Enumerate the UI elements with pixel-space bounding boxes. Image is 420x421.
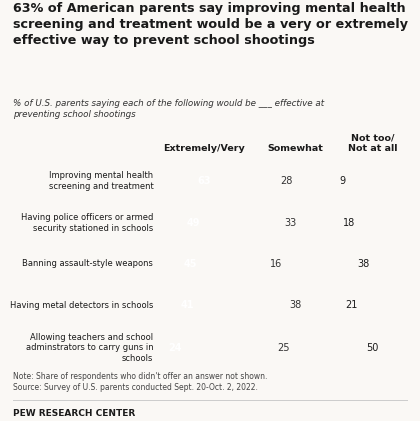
Text: Allowing teachers and school
adminstrators to carry guns in
schools: Allowing teachers and school adminstrato… <box>26 333 153 363</box>
Text: Improving mental health
screening and treatment: Improving mental health screening and tr… <box>49 171 153 191</box>
Text: 33: 33 <box>285 218 297 228</box>
Text: 9: 9 <box>339 176 346 186</box>
Text: Somewhat: Somewhat <box>267 144 323 153</box>
Text: Not too/
Not at all: Not too/ Not at all <box>348 133 397 153</box>
Text: 24: 24 <box>168 343 182 353</box>
Text: Having metal detectors in schools: Having metal detectors in schools <box>10 301 153 309</box>
Text: 28: 28 <box>280 176 293 186</box>
Text: % of U.S. parents saying each of the following would be ___ effective at
prevent: % of U.S. parents saying each of the fol… <box>13 99 324 119</box>
Text: 49: 49 <box>186 218 200 228</box>
Text: 45: 45 <box>184 259 197 269</box>
Text: 18: 18 <box>343 218 355 228</box>
Text: 63: 63 <box>197 176 210 186</box>
Text: Extremely/Very: Extremely/Very <box>163 144 244 153</box>
Text: 41: 41 <box>181 300 194 310</box>
Text: 25: 25 <box>278 343 290 353</box>
Text: Note: Share of respondents who didn't offer an answer not shown.
Source: Survey : Note: Share of respondents who didn't of… <box>13 372 267 392</box>
Text: 50: 50 <box>367 343 379 353</box>
Text: 63% of American parents say improving mental health
screening and treatment woul: 63% of American parents say improving me… <box>13 2 407 47</box>
Text: 38: 38 <box>289 300 301 310</box>
Text: Having police officers or armed
security stationed in schools: Having police officers or armed security… <box>21 213 153 233</box>
Text: Banning assault-style weapons: Banning assault-style weapons <box>22 259 153 269</box>
Text: 38: 38 <box>358 259 370 269</box>
Text: 16: 16 <box>270 259 282 269</box>
Text: 21: 21 <box>345 300 357 310</box>
Text: PEW RESEARCH CENTER: PEW RESEARCH CENTER <box>13 410 135 418</box>
